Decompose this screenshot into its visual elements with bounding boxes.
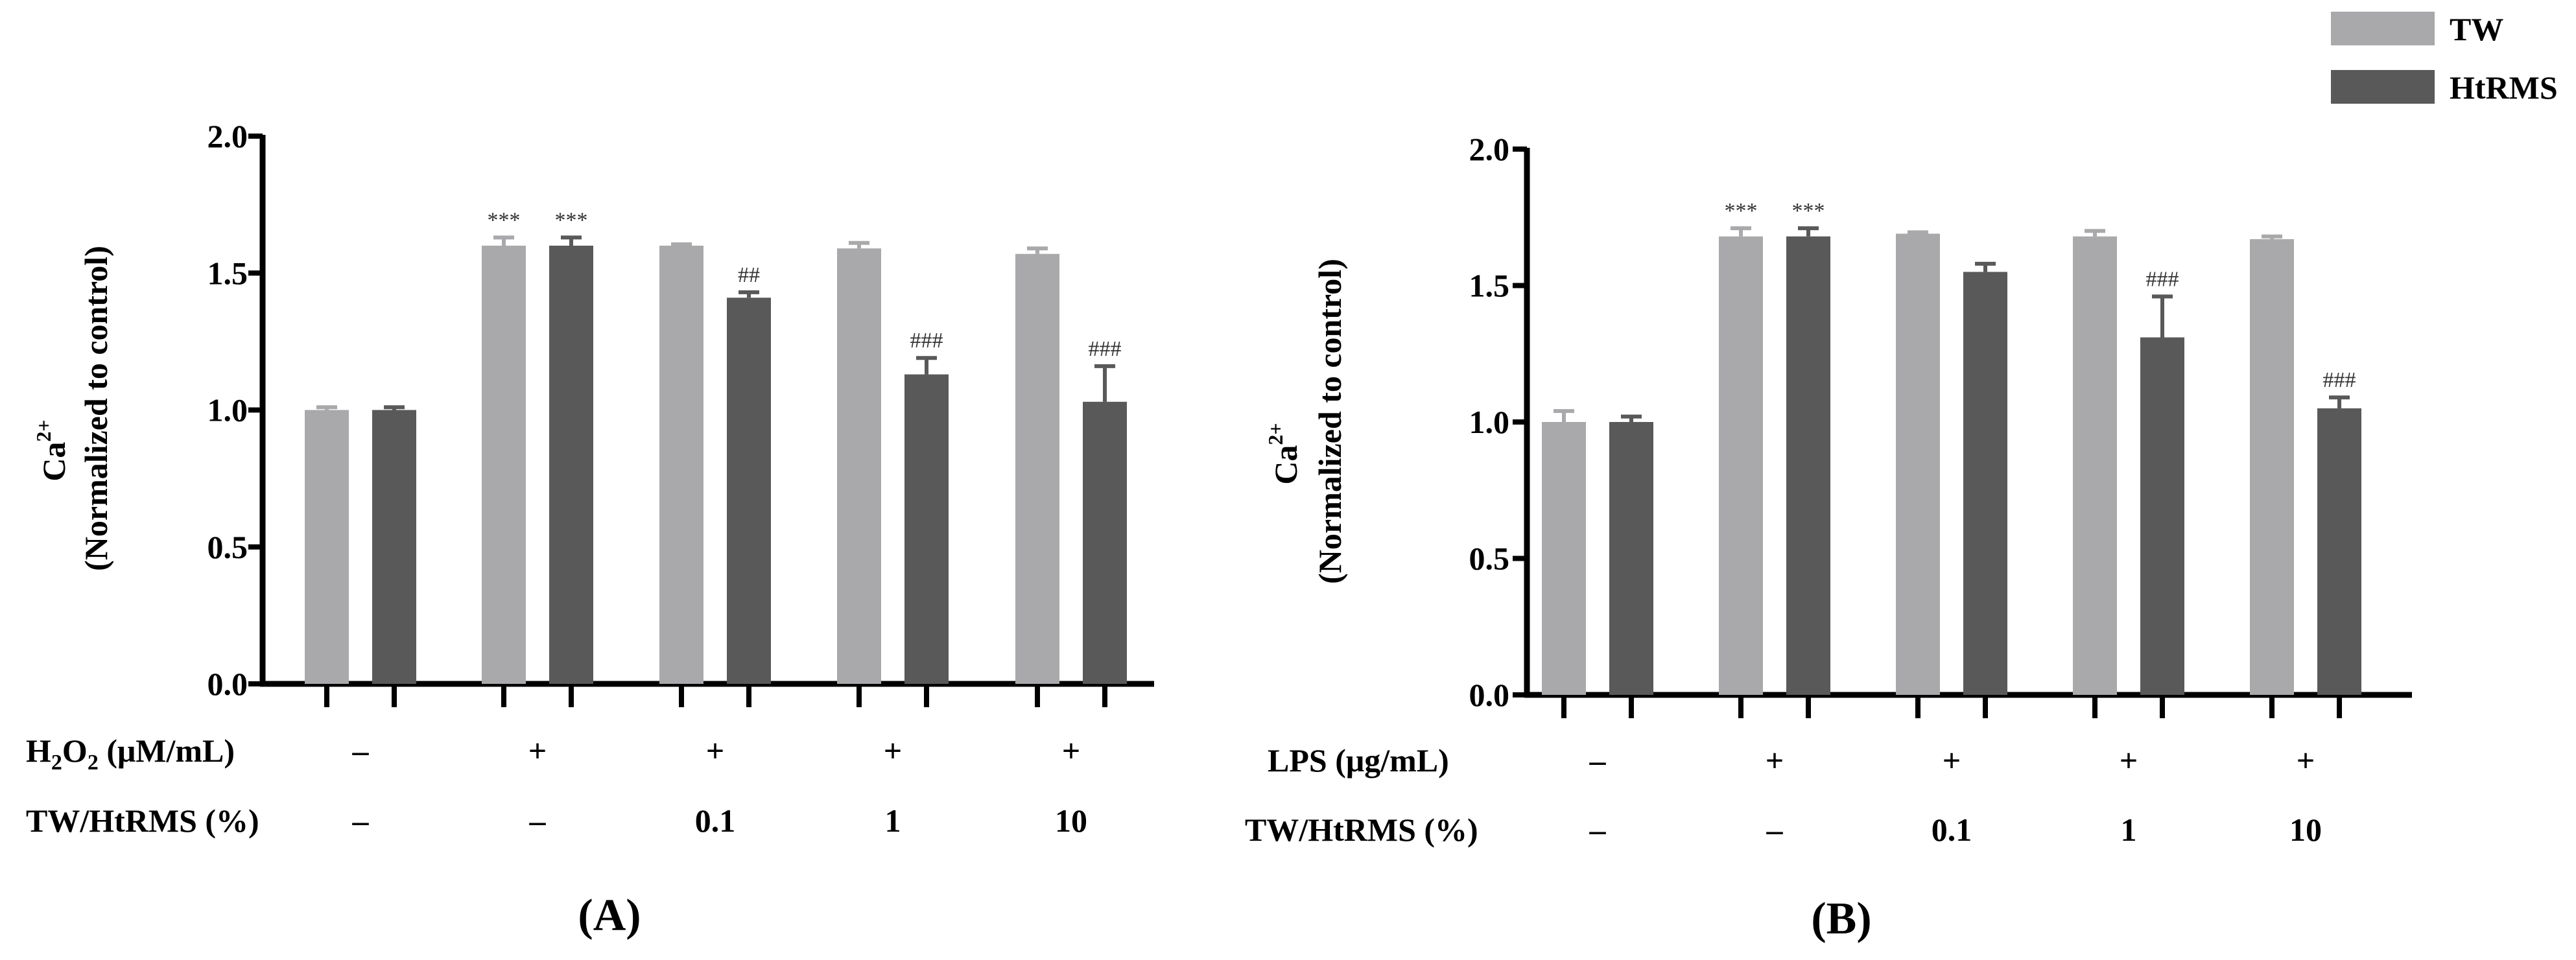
- panel-a-dose-value: –: [352, 802, 370, 839]
- panel-a-dose-row: – – 0.1 1 10: [352, 802, 1088, 839]
- panel-b-dose-row: – – 0.1 1 10: [1589, 812, 2322, 848]
- panel-a-bar-tw: [1015, 253, 1059, 684]
- panel-b-dose-value: –: [1589, 812, 1607, 848]
- panel-b-dose-value: 10: [2289, 812, 2322, 848]
- panel-b-treatment-row: – + + + +: [1589, 742, 2315, 779]
- panel-a-y-tick-label: 0.5: [207, 529, 248, 565]
- panel-a-bar-htrms: [904, 374, 949, 684]
- panel-b-bar-tw: [1542, 422, 1586, 695]
- panel-a-bar-htrms: [727, 298, 771, 684]
- panel-b-dose-label: TW/HtRMS (%): [1245, 812, 1478, 848]
- panel-a-significance-marker: ###: [910, 329, 943, 353]
- panel-b-bar-tw: [2250, 239, 2294, 695]
- panel-b-y-tick-label: 2.0: [1469, 131, 1510, 167]
- panel-b-treatment-value: +: [1943, 742, 1961, 779]
- panel-a-bar-htrms: [372, 410, 416, 684]
- panel-a-dose-label: TW/HtRMS (%): [26, 802, 259, 839]
- panel-a-significance-marker: ***: [488, 208, 521, 232]
- panel-a-y-tick-label: 2.0: [207, 118, 248, 154]
- panel-b-y-label-main: Ca2+: [1264, 423, 1304, 484]
- panel-b-dose-value: 0.1: [1932, 812, 1972, 848]
- panel-b-y-tick-label: 1.5: [1469, 268, 1510, 304]
- panel-b-y-label-sub: (Normalized to control): [1312, 259, 1348, 584]
- panel-a-y-label-sup: 2+: [32, 419, 55, 441]
- panel-b-treatment-label: LPS (μg/mL): [1268, 742, 1449, 779]
- panel-a-bar-tw: [837, 248, 881, 685]
- panel-a-treatment-row: – + + + +: [352, 732, 1081, 769]
- panel-a-treatment-value: +: [528, 732, 547, 769]
- panel-a-treatment-value: +: [706, 732, 725, 769]
- panel-b-bar-htrms: [2140, 337, 2184, 695]
- panel-b-bar-htrms: [1609, 422, 1653, 695]
- panel-b-bar-htrms: [2317, 408, 2361, 695]
- panel-b-y-label-ca: Ca: [1268, 445, 1304, 485]
- panel-a-dose-value: 0.1: [695, 802, 736, 839]
- panel-a-bar-tw: [305, 410, 349, 684]
- panel-b-y-tick-label: 0.5: [1469, 541, 1510, 577]
- panel-b-treatment-value: –: [1589, 742, 1607, 779]
- panel-a-significance-marker: ##: [738, 263, 760, 287]
- panel-a-dose-value: –: [529, 802, 547, 839]
- panel-a-treatment-label: H2O2 (μM/mL): [26, 732, 235, 775]
- panel-b-significance-marker: ###: [2146, 267, 2179, 291]
- panel-a-bars: *** ***##### ###: [305, 208, 1127, 685]
- legend-swatch-tw: [2331, 12, 2435, 45]
- panel-a-y-tick-label: 1.0: [207, 392, 248, 428]
- panel-b-significance-marker: ###: [2323, 368, 2356, 392]
- panel-b-bar-tw: [2073, 236, 2117, 696]
- panel-a-x-ticks: [324, 684, 1107, 707]
- panel-b-x-ticks: [1561, 695, 2342, 718]
- panel-a-treatment-value: –: [352, 732, 370, 769]
- panel-a-bar-tw: [659, 246, 703, 684]
- legend-label-htrms: HtRMS: [2450, 69, 2558, 106]
- panel-b-bar-tw: [1896, 233, 1940, 695]
- panel-a-y-tick-label: 1.5: [207, 255, 248, 291]
- panel-b-y-tick-label: 0.0: [1469, 677, 1510, 713]
- panel-b-bar-htrms: [1963, 272, 2007, 695]
- panel-a-treatment-value: +: [884, 732, 903, 769]
- panel-a-bar-htrms: [549, 246, 593, 684]
- panel-a-bar-tw: [482, 246, 526, 684]
- panel-a-dose-value: 1: [885, 802, 901, 839]
- panel-a-label: (A): [578, 891, 641, 941]
- panel-b-dose-value: –: [1766, 812, 1784, 848]
- panel-a-y-tick-label: 0.0: [207, 666, 248, 702]
- panel-a-significance-marker: ***: [555, 208, 588, 232]
- panel-a-significance-marker: ###: [1089, 337, 1122, 361]
- panel-b-significance-marker: ***: [1792, 199, 1825, 223]
- panel-b-treatment-value: +: [1766, 742, 1784, 779]
- panel-b-significance-marker: ***: [1725, 199, 1758, 223]
- panel-a-y-label-main: Ca2+: [32, 419, 72, 481]
- panel-a-dose-value: 10: [1055, 802, 1087, 839]
- panel-a-chart: 0.00.51.01.52.0 *** ***##### ### Ca2+ (Nor…: [26, 118, 1154, 941]
- panel-b-bars: *** *** ### ###: [1542, 199, 2361, 696]
- panel-b-treatment-value: +: [2120, 742, 2138, 779]
- legend-label-tw: TW: [2450, 11, 2503, 47]
- legend-swatch-htrms: [2331, 70, 2435, 104]
- panel-b-y-ticks: 0.0 0.5 1.0 1.5 2.0: [1469, 131, 1527, 713]
- panel-b-bar-htrms: [1786, 236, 1830, 696]
- panel-b-treatment-value: +: [2297, 742, 2315, 779]
- panel-b-bar-tw: [1719, 236, 1763, 696]
- panel-a-y-label-ca: Ca: [36, 442, 72, 482]
- panel-b-chart: 0.0 0.5 1.0 1.5 2.0 *** *** ### ### Ca2+ (Norma…: [1245, 131, 2412, 944]
- panel-b-y-label-sup: 2+: [1264, 423, 1287, 445]
- panel-a-treatment-value: +: [1062, 732, 1081, 769]
- legend: TW HtRMS: [2331, 11, 2558, 106]
- panel-b-dose-value: 1: [2121, 812, 2137, 848]
- panel-b-y-tick-label: 1.0: [1469, 404, 1510, 440]
- panel-a-y-label-sub: (Normalized to control): [78, 246, 114, 571]
- panel-a-bar-htrms: [1083, 401, 1127, 684]
- panel-b-label: (B): [1811, 894, 1871, 944]
- panel-a-y-ticks: 0.0 0.5 1.0 1.5 2.0: [207, 118, 263, 702]
